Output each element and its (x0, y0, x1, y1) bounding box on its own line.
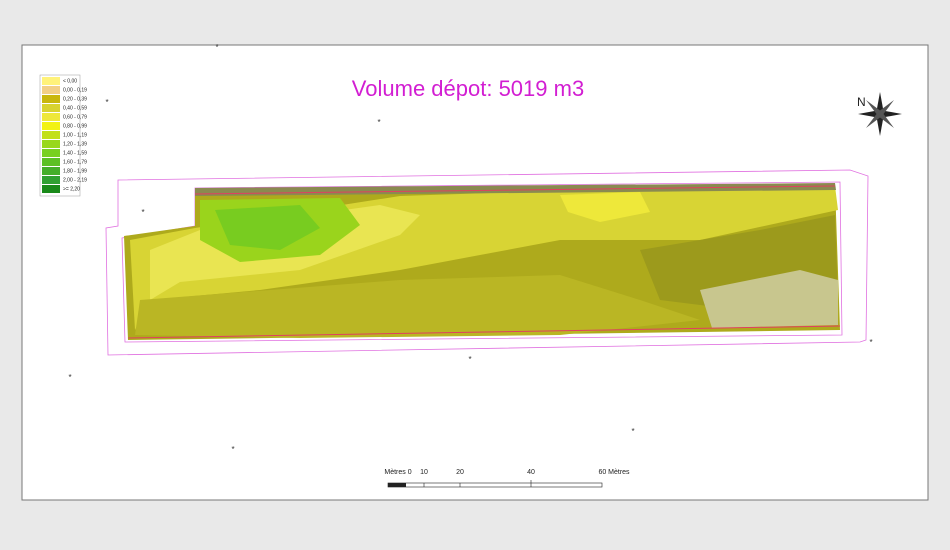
legend-swatch (42, 185, 60, 193)
legend-label: 1,40 - 1,59 (63, 150, 87, 156)
legend-label: < 0,00 (63, 78, 77, 84)
legend-label: 1,20 - 1,39 (63, 141, 87, 147)
svg-text:*: * (141, 208, 144, 217)
legend-label: >= 2,20 (63, 186, 80, 192)
svg-text:*: * (869, 338, 872, 347)
legend-swatch (42, 122, 60, 130)
compass: N (857, 92, 902, 136)
legend-label: 0,00 - 0,19 (63, 87, 87, 93)
survey-points: * * * * * * * * * (68, 43, 872, 454)
legend-label: 2,00 - 2,19 (63, 177, 87, 183)
legend-label: 0,60 - 0,79 (63, 114, 87, 120)
legend-label: 0,20 - 0,39 (63, 96, 87, 102)
scale-label: 10 (420, 469, 428, 476)
legend-label: 0,80 - 0,99 (63, 123, 87, 129)
legend: < 0,00 0,00 - 0,19 0,20 - 0,39 0,40 - 0,59 0… (39, 74, 87, 197)
legend-swatch (42, 104, 60, 112)
legend-swatch (42, 176, 60, 184)
svg-text:*: * (631, 427, 634, 436)
legend-swatch (42, 113, 60, 121)
legend-swatch (42, 149, 60, 157)
legend-label: 0,40 - 0,59 (63, 105, 87, 111)
legend-swatch (42, 131, 60, 139)
deposit-surface (124, 183, 841, 340)
scale-bar: Mètres 0 10 20 40 60 Mètres (384, 469, 630, 488)
svg-text:*: * (231, 445, 234, 454)
scale-label: 40 (527, 469, 535, 476)
legend-swatch (42, 86, 60, 94)
legend-swatch (42, 140, 60, 148)
legend-swatch (42, 167, 60, 175)
scale-label: Mètres 0 (384, 469, 411, 476)
scale-label: 60 Mètres (598, 469, 630, 476)
svg-text:*: * (377, 118, 380, 127)
legend-swatch (42, 158, 60, 166)
legend-swatch (42, 77, 60, 85)
map-title: Volume dépot: 5019 m3 (352, 76, 584, 101)
svg-text:*: * (68, 373, 71, 382)
legend-label: 1,60 - 1,79 (63, 159, 87, 165)
svg-text:*: * (105, 98, 108, 107)
svg-text:*: * (468, 355, 471, 364)
legend-label: 1,00 - 1,19 (63, 132, 87, 138)
north-label: N (857, 95, 866, 109)
legend-label: 1,80 - 1,99 (63, 168, 87, 174)
legend-swatch (42, 95, 60, 103)
scale-label: 20 (456, 469, 464, 476)
svg-text:*: * (215, 43, 218, 52)
